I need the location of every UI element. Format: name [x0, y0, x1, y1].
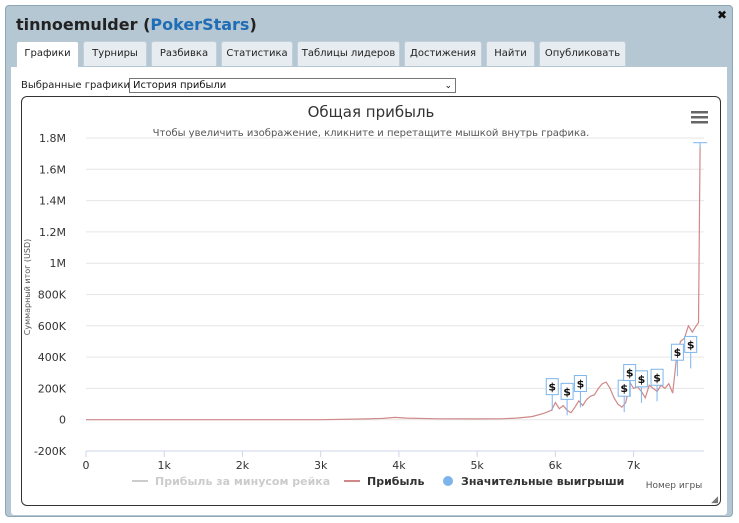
- close-paren: ): [249, 15, 257, 34]
- x-tick-label: 4k: [392, 459, 406, 472]
- dollar-icon: $: [620, 382, 628, 395]
- x-tick-label: 6k: [549, 459, 563, 472]
- legend-label-big-wins: Значительные выигрыши: [461, 475, 624, 488]
- y-tick-label: 1M: [50, 257, 67, 270]
- dollar-icon: $: [548, 381, 556, 394]
- dollar-icon: $: [638, 373, 646, 386]
- x-tick-label: 0: [83, 459, 90, 472]
- big-win-flag: [650, 368, 664, 386]
- y-tick-label: 200K: [38, 382, 67, 395]
- tab-content: Выбранные графики: История прибыли ⌄ Общ…: [11, 67, 727, 515]
- dollar-icon: $: [653, 371, 661, 384]
- legend-item-rake[interactable]: Прибыль за минусом рейка: [132, 475, 330, 488]
- tab-tournaments[interactable]: Турниры: [83, 41, 147, 66]
- big-win-marker[interactable]: [693, 142, 708, 149]
- tab-search[interactable]: Найти: [486, 41, 535, 66]
- site-link[interactable]: PokerStars: [150, 15, 250, 34]
- profit-chart[interactable]: Общая прибыль Чтобы увеличить изображени…: [22, 97, 720, 505]
- big-win-marker[interactable]: $: [670, 343, 684, 377]
- y-tick-label: 600K: [38, 320, 67, 333]
- graph-selector-value: История прибыли: [133, 80, 227, 91]
- dollar-icon: $: [674, 346, 682, 359]
- y-tick-label: -200K: [34, 445, 67, 458]
- big-win-flag: [634, 370, 648, 388]
- y-axis-label: Суммарный итог (USD): [23, 239, 32, 336]
- resize-handle-icon[interactable]: ◢: [711, 495, 718, 505]
- dollar-icon: $: [577, 378, 585, 391]
- tab-statistics[interactable]: Статистика: [221, 41, 293, 66]
- player-name: tinnoemulder: [16, 15, 138, 34]
- legend-label-rake: Прибыль за минусом рейка: [155, 475, 330, 488]
- dollar-icon: $: [687, 338, 695, 351]
- player-graph-window: tinnoemulder (PokerStars) ✖ Графики Турн…: [5, 5, 733, 517]
- y-tick-label: 1.4M: [39, 195, 66, 208]
- legend: Прибыль за минусом рейка Прибыль Значите…: [132, 475, 624, 488]
- x-tick-label: 1k: [158, 459, 172, 472]
- x-tick-label: 5k: [470, 459, 484, 472]
- legend-label-profit: Прибыль: [367, 475, 424, 488]
- big-win-marker[interactable]: $: [650, 368, 664, 402]
- big-win-flag: [670, 343, 684, 361]
- x-tick-label: 7k: [627, 459, 641, 472]
- y-tick-label: 0: [59, 414, 66, 427]
- big-win-marker[interactable]: $: [684, 335, 698, 369]
- chevron-down-icon: ⌄: [444, 81, 452, 91]
- big-win-flag: [560, 382, 574, 400]
- big-win-marker[interactable]: $: [617, 379, 631, 413]
- dollar-icon: $: [563, 385, 571, 398]
- chart-subtitle: Чтобы увеличить изображение, кликните и …: [153, 128, 590, 139]
- y-tick-label: 1.2M: [39, 226, 66, 239]
- big-win-marker[interactable]: $: [573, 375, 587, 408]
- x-tick-label: 2k: [236, 459, 250, 472]
- graph-selector-label: Выбранные графики:: [21, 80, 134, 91]
- big-win-flag: [545, 378, 559, 396]
- graph-selector[interactable]: История прибыли ⌄: [129, 78, 456, 93]
- big-win-marker[interactable]: $: [634, 370, 648, 403]
- y-tick-label: 400K: [38, 351, 67, 364]
- tab-leaderboards[interactable]: Таблицы лидеров: [297, 41, 400, 66]
- legend-item-profit[interactable]: Прибыль: [344, 475, 424, 488]
- legend-dot-icon: [443, 476, 453, 486]
- x-axis-label: Номер игры: [646, 481, 703, 491]
- y-tick-label: 1.8M: [39, 132, 66, 145]
- x-tick-label: 3k: [314, 459, 328, 472]
- open-paren: (: [143, 15, 151, 34]
- legend-item-big-wins[interactable]: Значительные выигрыши: [443, 475, 624, 488]
- window-title: tinnoemulder (PokerStars): [16, 15, 257, 34]
- profit-series-line[interactable]: [86, 145, 701, 421]
- tab-breakdown[interactable]: Разбивка: [151, 41, 217, 66]
- big-win-marker[interactable]: $: [560, 382, 574, 416]
- big-win-marker[interactable]: $: [545, 378, 559, 411]
- y-tick-label: 800K: [38, 289, 67, 302]
- chart-title: Общая прибыль: [308, 103, 435, 121]
- big-win-flag: [684, 335, 698, 353]
- y-tick-label: 1.6M: [39, 163, 66, 176]
- tab-graphs[interactable]: Графики: [16, 41, 79, 68]
- menu-icon[interactable]: [691, 111, 708, 124]
- chart-container[interactable]: Общая прибыль Чтобы увеличить изображени…: [21, 96, 721, 506]
- big-win-flag: [573, 375, 587, 393]
- tab-publish[interactable]: Опубликовать: [539, 41, 626, 66]
- dollar-icon: $: [626, 367, 634, 380]
- tab-achievements[interactable]: Достижения: [404, 41, 482, 66]
- close-icon[interactable]: ✖: [716, 8, 727, 22]
